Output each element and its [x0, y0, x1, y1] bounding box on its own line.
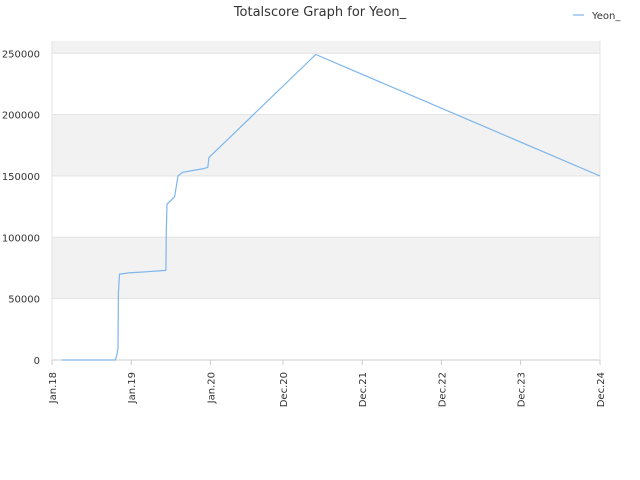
y-axis-ticks: 0 50000 100000 150000 200000 250000 — [2, 49, 40, 367]
x-tick-label: Jan.19 — [127, 372, 138, 404]
x-tick-label: Dec.20 — [279, 372, 290, 407]
plot-band — [52, 53, 600, 115]
y-tick-label: 250000 — [2, 49, 40, 60]
y-tick-label: 200000 — [2, 111, 40, 122]
legend[interactable]: Yeon_ — [573, 11, 621, 22]
x-axis-ticks: Jan.18 Jan.19 Jan.20 Dec.20 Dec.21 Dec.22 Dec.… — [48, 360, 607, 407]
chart-title: Totalscore Graph for Yeon_ — [233, 5, 407, 20]
plot-background-bands — [52, 41, 600, 360]
plot-band — [52, 298, 600, 360]
plot-band — [52, 114, 600, 176]
x-tick-label: Dec.21 — [358, 372, 369, 407]
series-layer — [61, 53, 601, 361]
y-tick-label: 150000 — [2, 172, 40, 183]
x-tick-label: Dec.22 — [437, 372, 448, 407]
x-tick-label: Jan.20 — [206, 372, 217, 404]
legend-label: Yeon_ — [591, 11, 621, 22]
x-tick-label: Dec.23 — [517, 372, 528, 407]
y-tick-label: 100000 — [2, 233, 40, 244]
y-tick-label: 0 — [34, 356, 40, 367]
series-line-Yeon_[interactable] — [61, 53, 601, 361]
x-tick-label: Dec.24 — [596, 372, 607, 407]
x-tick-label: Jan.18 — [48, 372, 59, 404]
plot-band — [52, 175, 600, 238]
plot-band — [52, 237, 600, 299]
axes — [51, 41, 601, 361]
y-tick-label: 50000 — [8, 295, 40, 306]
plot-band — [52, 41, 600, 54]
